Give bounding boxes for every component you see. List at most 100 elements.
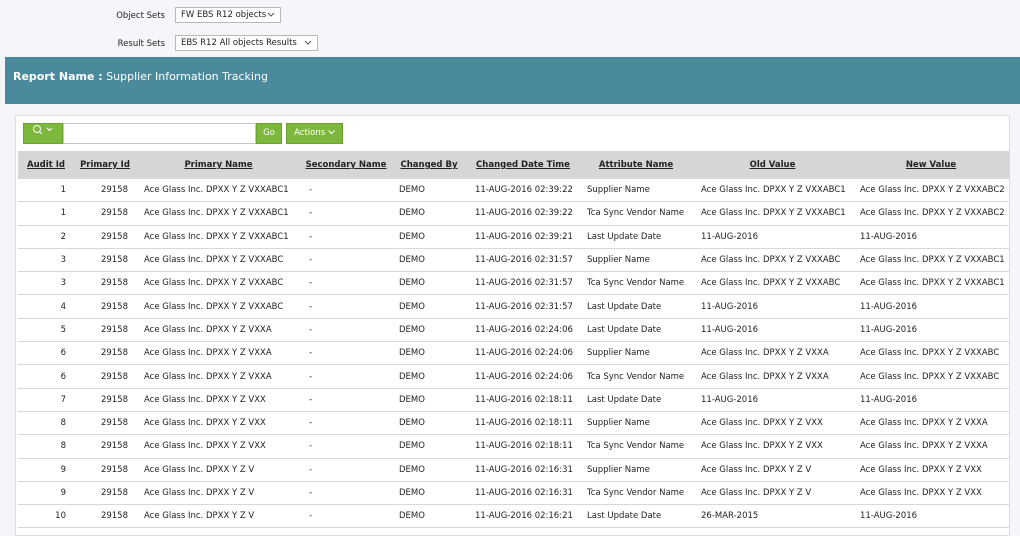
actions-button[interactable]: Actions: [286, 123, 343, 144]
table-cell: Ace Glass Inc. DPXX Y Z VXXABC: [693, 271, 852, 296]
table-cell: 29158: [74, 225, 136, 249]
table-cell: -: [301, 481, 391, 506]
table-cell: Ace Glass Inc. DPXX Y Z VXX: [852, 458, 1010, 482]
column-header[interactable]: Primary Id: [74, 151, 136, 179]
table-cell: Ace Glass Inc. DPXX Y Z VXXABC1: [852, 271, 1010, 296]
report-panel: Go Actions Audit Id Primary Id Primary Nam…: [15, 115, 1010, 536]
table-cell: Ace Glass Inc. DPXX Y Z VXXA: [136, 364, 301, 389]
column-header[interactable]: Audit Id: [18, 151, 74, 179]
table-cell: 29158: [74, 504, 136, 529]
table-cell: 29158: [74, 458, 136, 482]
table-cell: -: [301, 248, 391, 273]
table-cell: 6: [18, 341, 74, 366]
table-cell: Ace Glass Inc. DPXX Y Z V: [693, 481, 852, 506]
table-cell: 29158: [74, 179, 136, 203]
table-cell: 8: [18, 434, 74, 459]
table-row: 8 29158 Ace Glass Inc. DPXX Y Z VXX - DEMO 11…: [18, 434, 1010, 459]
table-cell: 11-AUG-2016: [852, 504, 1010, 529]
table-cell: -: [301, 179, 391, 203]
table-cell: 11-AUG-2016 02:31:57: [467, 248, 579, 273]
table-cell: 1: [18, 179, 74, 203]
table-cell: -: [301, 388, 391, 412]
column-header[interactable]: Attribute Name: [579, 151, 693, 179]
table-cell: -: [301, 411, 391, 436]
table-cell: 11-AUG-2016 02:16:31: [467, 458, 579, 482]
table-cell: 4: [18, 294, 74, 319]
table-cell: 11-AUG-2016 02:39:22: [467, 179, 579, 203]
table-cell: Ace Glass Inc. DPXX Y Z VXXABC: [136, 271, 301, 296]
table-row: 1 29158 Ace Glass Inc. DPXX Y Z VXXABC1- DE…: [18, 201, 1010, 226]
column-header[interactable]: New Value: [852, 151, 1010, 179]
table-cell: 11-AUG-2016: [693, 318, 852, 343]
table-cell: 11-AUG-2016 02:16:21: [467, 504, 579, 529]
table-row: 3 29158 Ace Glass Inc. DPXX Y Z VXXABC - DEM…: [18, 271, 1010, 296]
table-cell: Supplier Name: [579, 341, 693, 366]
table-cell: Ace Glass Inc. DPXX Y Z VXXABC1: [136, 179, 301, 203]
table-cell: 29158: [74, 294, 136, 319]
column-header[interactable]: Changed Date Time: [467, 151, 579, 179]
table-cell: DEMO: [391, 225, 467, 249]
table-row: 2 29158 Ace Glass Inc. DPXX Y Z VXXABC1- DE…: [18, 225, 1010, 249]
table-cell: Ace Glass Inc. DPXX Y Z VXXABC1: [136, 225, 301, 249]
table-cell: 11-AUG-2016 02:24:06: [467, 341, 579, 366]
table-cell: 8: [18, 411, 74, 436]
table-cell: 11-AUG-2016 02:39:22: [467, 201, 579, 226]
table-row: 6 29158 Ace Glass Inc. DPXX Y Z VXXA - DEMO 1…: [18, 364, 1010, 389]
table-cell: 11-AUG-2016 02:18:11: [467, 434, 579, 459]
table-cell: DEMO: [391, 388, 467, 412]
table-cell: Last Update Date: [579, 388, 693, 412]
column-header[interactable]: Primary Name: [136, 151, 301, 179]
report-name: Supplier Information Tracking: [106, 70, 268, 83]
search-button[interactable]: [23, 123, 63, 144]
report-table: Audit Id Primary Id Primary Name Secondary …: [18, 151, 1010, 529]
table-cell: -: [301, 341, 391, 366]
table-cell: DEMO: [391, 179, 467, 203]
table-row: 9 29158 Ace Glass Inc. DPXX Y Z V - DEMO 11-A…: [18, 481, 1010, 506]
table-cell: 2: [18, 225, 74, 249]
table-cell: Ace Glass Inc. DPXX Y Z VXX: [852, 481, 1010, 506]
table-cell: Ace Glass Inc. DPXX Y Z VXXA: [136, 341, 301, 366]
table-row: 3 29158 Ace Glass Inc. DPXX Y Z VXXABC - DEM…: [18, 248, 1010, 273]
table-cell: 29158: [74, 364, 136, 389]
table-cell: Ace Glass Inc. DPXX Y Z VXX: [136, 388, 301, 412]
table-cell: Ace Glass Inc. DPXX Y Z VXX: [136, 434, 301, 459]
table-cell: 11-AUG-2016 02:31:57: [467, 294, 579, 319]
table-cell: 11-AUG-2016: [852, 318, 1010, 343]
table-cell: -: [301, 364, 391, 389]
table-cell: Ace Glass Inc. DPXX Y Z VXX: [693, 411, 852, 436]
table-cell: Tca Sync Vendor Name: [579, 364, 693, 389]
table-cell: 5: [18, 318, 74, 343]
table-row: 1 29158 Ace Glass Inc. DPXX Y Z VXXABC1- DE…: [18, 179, 1010, 203]
actions-label: Actions: [294, 128, 326, 138]
table-cell: Ace Glass Inc. DPXX Y Z VXXABC: [136, 294, 301, 319]
column-header[interactable]: Secondary Name: [301, 151, 391, 179]
table-cell: -: [301, 271, 391, 296]
table-cell: 9: [18, 458, 74, 482]
report-banner: Report Name : Supplier Information Track…: [5, 57, 1020, 104]
filter-label: Object Sets: [116, 11, 165, 21]
table-cell: 11-AUG-2016 02:24:06: [467, 318, 579, 343]
table-cell: -: [301, 434, 391, 459]
table-cell: Last Update Date: [579, 318, 693, 343]
table-row: 5 29158 Ace Glass Inc. DPXX Y Z VXXA - DEMO 1…: [18, 318, 1010, 343]
select-value: EBS R12 All objects Results: [181, 38, 297, 48]
column-header[interactable]: Changed By: [391, 151, 467, 179]
table-cell: Ace Glass Inc. DPXX Y Z VXX: [136, 411, 301, 436]
table-cell: Last Update Date: [579, 504, 693, 529]
table-cell: 29158: [74, 271, 136, 296]
table-cell: -: [301, 201, 391, 226]
table-cell: Tca Sync Vendor Name: [579, 201, 693, 226]
table-cell: Ace Glass Inc. DPXX Y Z VXXA: [852, 434, 1010, 459]
result-sets-select[interactable]: EBS R12 All objects Results: [175, 35, 318, 51]
table-cell: 11-AUG-2016: [852, 294, 1010, 319]
search-input[interactable]: [63, 123, 256, 144]
table-cell: Ace Glass Inc. DPXX Y Z V: [136, 504, 301, 529]
object-sets-select[interactable]: FW EBS R12 objects: [175, 7, 281, 23]
table-cell: DEMO: [391, 364, 467, 389]
go-button[interactable]: Go: [256, 123, 282, 144]
column-header[interactable]: Old Value: [693, 151, 852, 179]
report-label: Report Name :: [13, 70, 103, 83]
table-cell: -: [301, 504, 391, 529]
table-cell: 29158: [74, 341, 136, 366]
